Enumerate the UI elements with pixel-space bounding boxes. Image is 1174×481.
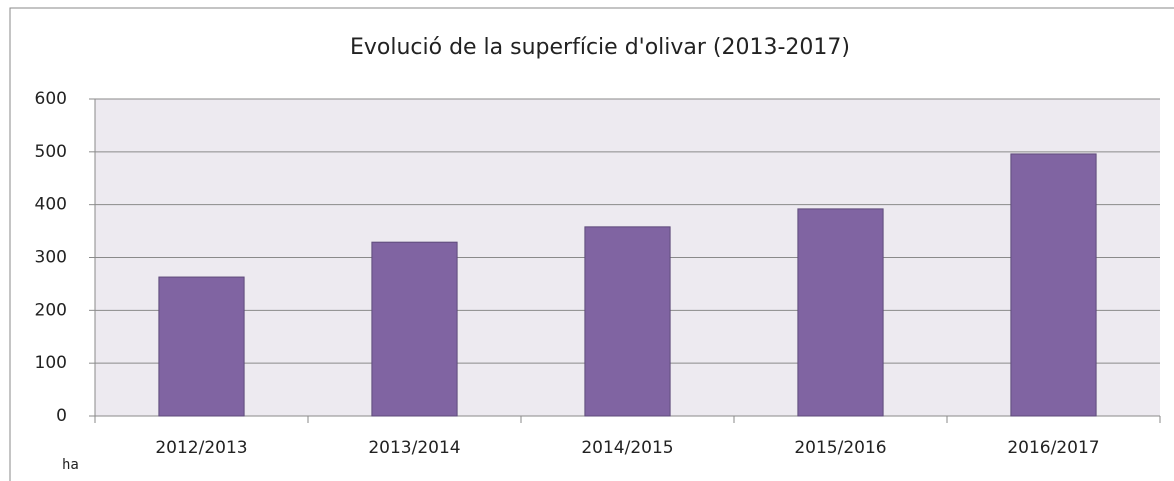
bar (797, 208, 884, 417)
x-tick-label: 2014/2015 (581, 438, 673, 458)
bar (1010, 153, 1097, 417)
y-tick-label: 200 (35, 300, 67, 320)
bar (584, 226, 671, 417)
y-tick-label: 300 (35, 248, 67, 268)
unit-label: ha (62, 457, 79, 473)
y-tick-label: 400 (35, 195, 67, 215)
x-tick-label: 2015/2016 (794, 438, 886, 458)
y-tick-label: 500 (35, 142, 67, 162)
chart-title: Evolució de la superfície d'olivar (2013… (350, 35, 850, 60)
x-tick-label: 2016/2017 (1007, 438, 1099, 458)
bar (371, 241, 458, 417)
bar (158, 276, 245, 417)
x-tick-label: 2013/2014 (368, 438, 460, 458)
y-tick-label: 100 (35, 353, 67, 373)
x-tick-label: 2012/2013 (155, 438, 247, 458)
y-tick-label: 600 (35, 89, 67, 109)
y-tick-label: 0 (56, 406, 67, 426)
